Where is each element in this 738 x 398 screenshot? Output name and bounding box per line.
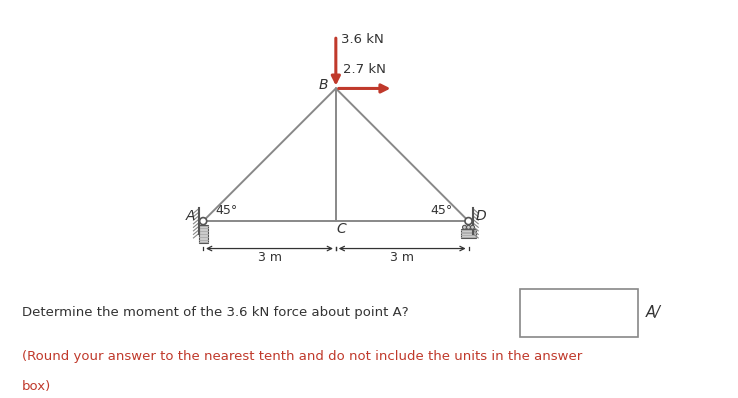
Text: box): box) xyxy=(22,380,52,392)
Text: (Round your answer to the nearest tenth and do not include the units in the answ: (Round your answer to the nearest tenth … xyxy=(22,350,582,363)
Circle shape xyxy=(463,225,466,229)
Circle shape xyxy=(471,225,475,229)
Text: 3 m: 3 m xyxy=(390,251,414,264)
Text: C: C xyxy=(337,222,346,236)
Text: 3.6 kN: 3.6 kN xyxy=(341,33,384,46)
Text: A: A xyxy=(186,209,196,223)
Text: 45°: 45° xyxy=(430,203,452,217)
Text: 45°: 45° xyxy=(215,203,238,217)
Circle shape xyxy=(466,225,471,229)
Text: D: D xyxy=(475,209,486,223)
Bar xyxy=(461,229,477,238)
Text: 2.7 kN: 2.7 kN xyxy=(343,63,386,76)
Circle shape xyxy=(465,218,472,224)
Text: Determine the moment of the 3.6 kN force about point A?: Determine the moment of the 3.6 kN force… xyxy=(22,306,409,318)
Text: A/: A/ xyxy=(646,304,661,320)
Bar xyxy=(199,224,207,243)
Text: 3 m: 3 m xyxy=(258,251,281,264)
Circle shape xyxy=(199,218,207,224)
Text: B: B xyxy=(319,78,328,92)
FancyBboxPatch shape xyxy=(520,289,638,337)
